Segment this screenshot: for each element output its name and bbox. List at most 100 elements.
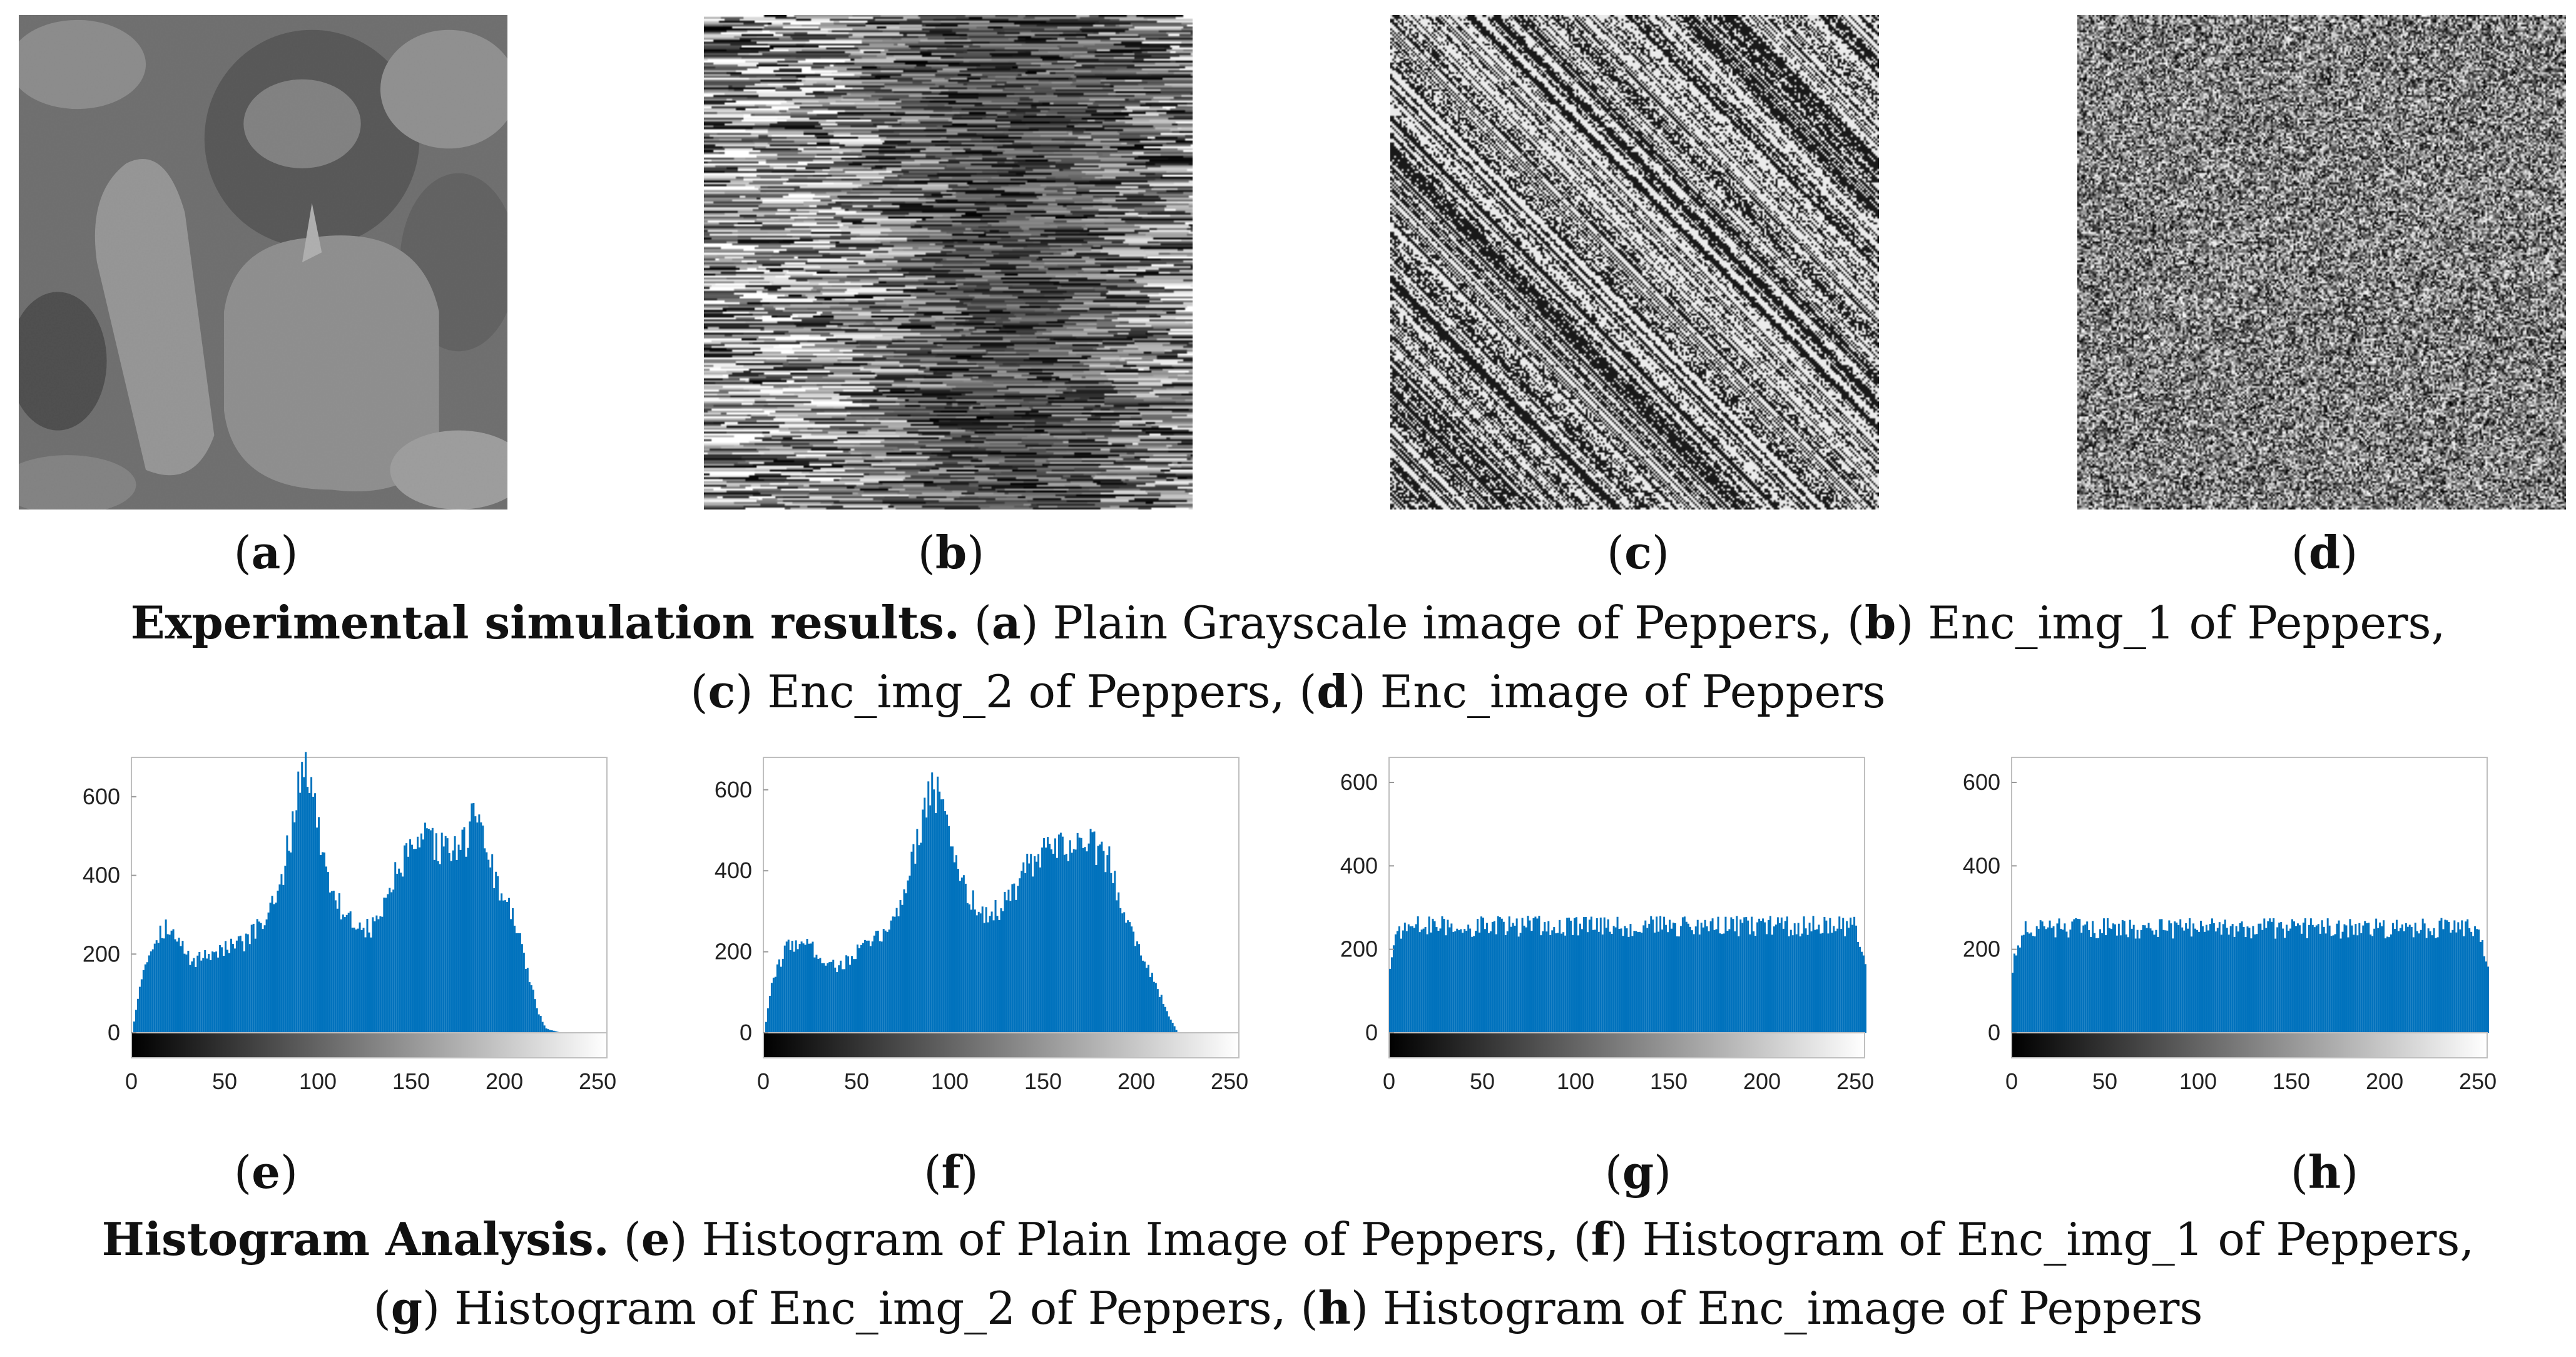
- histogram-bar: [783, 945, 786, 1033]
- histogram-bar: [2421, 918, 2424, 1033]
- histogram-bar: [979, 913, 982, 1033]
- histogram-bar: [484, 848, 486, 1033]
- histogram-bar: [1624, 926, 1626, 1033]
- histogram-bar: [1080, 837, 1082, 1033]
- histogram-bar: [336, 908, 339, 1033]
- histogram-bar: [2289, 928, 2292, 1033]
- histogram-bar: [2358, 923, 2361, 1033]
- histogram-bar: [1502, 921, 1505, 1033]
- histogram-bar: [1805, 928, 1807, 1033]
- histogram-bar: [524, 968, 527, 1033]
- histogram-bar: [1657, 931, 1660, 1033]
- histogram-bar: [325, 866, 327, 1033]
- histogram-bar: [812, 941, 814, 1033]
- histogram-bar: [2328, 925, 2331, 1033]
- histogram-bar: [1544, 922, 1546, 1033]
- histogram-bar: [374, 921, 376, 1033]
- histogram-bar: [2235, 926, 2237, 1033]
- histogram-bar: [860, 945, 862, 1033]
- histogram-bar: [905, 893, 907, 1033]
- histogram-bar: [2067, 937, 2070, 1033]
- histogram-bar: [168, 935, 171, 1033]
- histogram-bar: [1827, 933, 1830, 1033]
- histogram-bar: [1736, 916, 1738, 1033]
- colorbar: [2011, 1032, 2488, 1058]
- histogram-bar: [2429, 931, 2431, 1033]
- histogram-bar: [2071, 921, 2074, 1033]
- histogram-bar: [243, 951, 245, 1033]
- histogram-bar: [2261, 929, 2264, 1033]
- histogram-bar: [2416, 931, 2418, 1033]
- histogram-bar: [1594, 929, 1596, 1033]
- histogram-bar: [1588, 919, 1591, 1033]
- histogram-bar: [210, 960, 212, 1033]
- histogram-bar: [293, 822, 296, 1033]
- histogram-bar: [1530, 931, 1533, 1033]
- histogram-bar: [1043, 838, 1046, 1033]
- histogram-bar: [1445, 935, 1447, 1033]
- histogram-bar: [1754, 936, 1757, 1033]
- histogram-bar: [2368, 923, 2370, 1033]
- histogram-bar: [1597, 931, 1600, 1033]
- histogram-bar: [2470, 931, 2473, 1033]
- histogram-bar: [200, 960, 203, 1033]
- histogram-bar: [2375, 918, 2378, 1033]
- histogram-bar: [2056, 923, 2059, 1033]
- histogram-g: 0 200 400 600 0 50 100 150 200 250: [1320, 745, 1915, 1145]
- histogram-bar: [1850, 917, 1852, 1033]
- histogram-bar: [1484, 929, 1486, 1033]
- histogram-bar: [1093, 831, 1096, 1033]
- histogram-bar: [2187, 928, 2189, 1033]
- histogram-bar: [256, 919, 258, 1033]
- histogram-bar: [202, 958, 205, 1033]
- histogram-bar: [1493, 921, 1495, 1033]
- histogram-bar: [1134, 946, 1137, 1033]
- histogram-bar: [2101, 933, 2104, 1033]
- histogram-bar: [977, 911, 980, 1033]
- histogram-bar: [433, 859, 435, 1033]
- histogram-bar: [1812, 916, 1815, 1033]
- histogram-bar: [840, 960, 842, 1033]
- histogram-bar: [823, 963, 825, 1033]
- histogram-bar: [2282, 928, 2284, 1033]
- histogram-bar: [1694, 926, 1697, 1033]
- histogram-bar: [1778, 923, 1781, 1033]
- histogram-bar: [1756, 922, 1759, 1033]
- histogram-bar: [1671, 928, 1673, 1033]
- histogram-bar: [869, 946, 872, 1033]
- histogram-bar: [825, 965, 827, 1033]
- histogram-bar: [1061, 836, 1064, 1033]
- histogram-bar: [2159, 919, 2161, 1033]
- y-tick-label: 600: [715, 777, 752, 802]
- histogram-bar: [804, 945, 807, 1033]
- histogram-bar: [2349, 919, 2351, 1033]
- histogram-bar: [1706, 926, 1708, 1033]
- histogram-bar: [2140, 929, 2142, 1033]
- histogram-bar: [390, 892, 393, 1033]
- histogram-bar: [2311, 924, 2314, 1033]
- histogram-bar: [2347, 937, 2349, 1033]
- histogram-bar: [875, 931, 877, 1033]
- histogram-bar: [2045, 929, 2047, 1033]
- sublabel-f: (f): [924, 1145, 979, 1199]
- histogram-bar: [439, 864, 441, 1033]
- caption-histogram-analysis: Histogram Analysis. (e) Histogram of Pla…: [101, 1212, 2475, 1334]
- histogram-bar: [1745, 917, 1748, 1033]
- histogram-bar: [1102, 851, 1105, 1033]
- histogram-bar: [508, 898, 511, 1033]
- histogram-bar: [1017, 886, 1019, 1033]
- histogram-bar: [136, 998, 139, 1033]
- histogram-bar: [1784, 921, 1786, 1033]
- histogram-bar: [1153, 981, 1155, 1033]
- histogram-bar: [153, 943, 156, 1033]
- histogram-bar: [1780, 917, 1783, 1033]
- histogram-bar: [307, 787, 309, 1033]
- histogram-bar: [2012, 973, 2013, 1033]
- histogram-bar: [1743, 917, 1746, 1033]
- histogram-bar: [2336, 923, 2338, 1033]
- x-tick-label: 250: [2459, 1068, 2497, 1094]
- histogram-bar: [2438, 920, 2441, 1033]
- histogram-bar: [1497, 916, 1499, 1033]
- y-tick-label: 0: [108, 1020, 120, 1045]
- histogram-bar: [155, 940, 158, 1033]
